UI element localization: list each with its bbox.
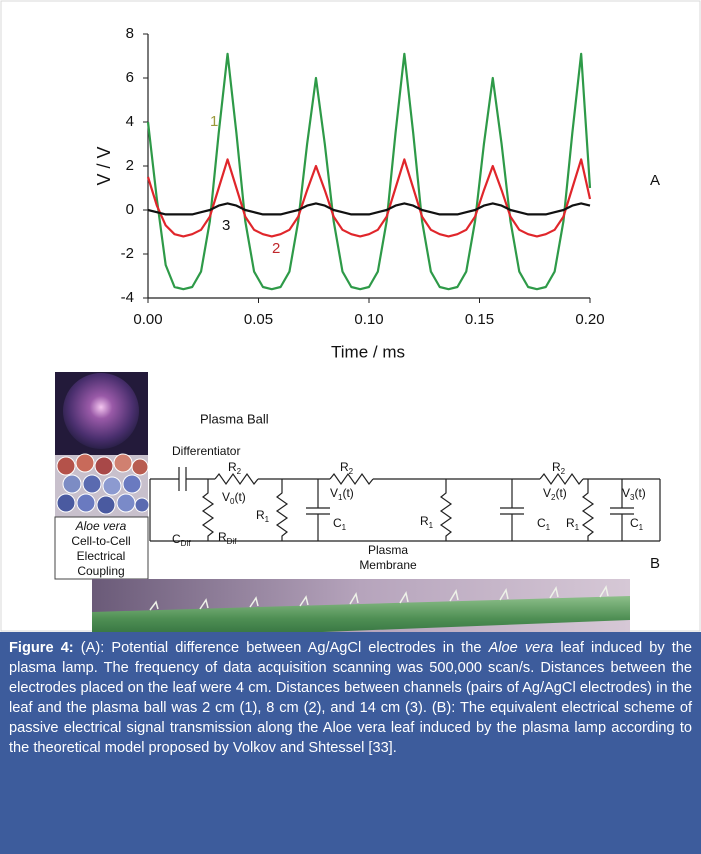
coupling-label: Cell-to-Cell xyxy=(71,534,130,548)
circuit-label-main: V xyxy=(222,490,230,504)
figure: V / V Time / ms A Plasma Ball Differenti… xyxy=(0,0,701,632)
panel-label: B xyxy=(650,555,660,572)
caption: Figure 4: (A): Potential difference betw… xyxy=(0,632,701,854)
plasma-ball xyxy=(63,373,139,449)
series-label: 2 xyxy=(272,240,280,257)
y-axis-title: V / V xyxy=(94,146,114,185)
circuit-label-main: C xyxy=(172,532,181,546)
x-tick-label: 0.05 xyxy=(244,311,273,328)
circuit-label-sub: 1 xyxy=(338,493,343,502)
x-tick-label: 0.15 xyxy=(465,311,494,328)
circuit-label-sub: 3 xyxy=(630,493,635,502)
circuit-label: R1 xyxy=(256,508,270,524)
circuit-label-main: V xyxy=(622,486,630,500)
membrane-label: Plasma xyxy=(368,543,408,557)
circuit-label: V2(t) xyxy=(543,486,567,502)
data-line xyxy=(147,202,591,216)
series-label: 3 xyxy=(222,217,230,234)
circuit-label-main: R xyxy=(256,508,265,522)
circuit-label-sub: 1 xyxy=(265,515,270,524)
circuit-label: RDif xyxy=(218,530,237,546)
circuit-label-sub: 2 xyxy=(561,467,566,476)
circuit-label: R1 xyxy=(566,516,580,532)
circuit-label-main: C xyxy=(333,516,342,530)
panel-label: A xyxy=(650,172,660,189)
y-tick-label: 8 xyxy=(126,25,134,42)
circuit-label: C1 xyxy=(630,516,644,532)
y-tick-label: -4 xyxy=(121,289,134,306)
y-tick-label: 4 xyxy=(126,113,134,130)
circuit-label-sub: 2 xyxy=(237,467,242,476)
leaf-spines xyxy=(149,585,609,611)
x-axis-title: Time / ms xyxy=(331,342,405,361)
circuit-label-sub: 2 xyxy=(551,493,556,502)
circuit-label-main: R xyxy=(218,530,227,544)
coupling-box xyxy=(54,516,149,580)
y-tick-label: 0 xyxy=(126,201,134,218)
y-tick-label: 6 xyxy=(126,69,134,86)
circuit-label-main: R xyxy=(566,516,575,530)
circuit-label-sub: 2 xyxy=(349,467,354,476)
cells xyxy=(56,453,150,515)
differentiator-label: Differentiator xyxy=(172,444,240,458)
data-line xyxy=(146,158,592,238)
x-tick-label: 0.10 xyxy=(354,311,383,328)
circuit xyxy=(149,467,661,542)
circuit-label: R2 xyxy=(340,460,354,476)
caption-label: Figure 4: xyxy=(9,640,74,656)
data-line xyxy=(146,52,592,291)
circuit-label-main: C xyxy=(537,516,546,530)
circuit-label-main: R xyxy=(340,460,349,474)
circuit-label-sub: 1 xyxy=(546,523,551,532)
circuit-label-tail: (t) xyxy=(634,486,645,500)
circuit-label: R2 xyxy=(552,460,566,476)
caption-italic: Aloe vera xyxy=(488,640,554,656)
coupling-label: Aloe vera xyxy=(75,519,127,533)
x-tick-label: 0.00 xyxy=(133,311,162,328)
coupling-label: Electrical xyxy=(77,549,126,563)
circuit-label-main: C xyxy=(630,516,639,530)
y-tick-label: -2 xyxy=(121,245,134,262)
circuit-label: C1 xyxy=(537,516,551,532)
circuit-label-sub: 0 xyxy=(230,497,235,506)
circuit-label-tail: (t) xyxy=(234,490,245,504)
circuit-label-main: V xyxy=(543,486,551,500)
membrane-label: Membrane xyxy=(359,558,417,572)
x-tick-label: 0.20 xyxy=(575,311,604,328)
coupling-label: Coupling xyxy=(77,564,124,578)
circuit-label: V3(t) xyxy=(622,486,646,502)
circuit-label-main: R xyxy=(552,460,561,474)
y-tick-label: 2 xyxy=(126,157,134,174)
circuit-label-sub: Dif xyxy=(227,537,238,546)
circuit-label: R2 xyxy=(228,460,242,476)
circuit-label-sub: Dif xyxy=(181,539,192,548)
series-label: 1 xyxy=(210,113,218,130)
circuit-label-main: R xyxy=(228,460,237,474)
circuit-label: V1(t) xyxy=(330,486,354,502)
circuit-label-sub: 1 xyxy=(429,521,434,530)
circuit-label-sub: 1 xyxy=(342,523,347,532)
photo-label: Plasma Ball xyxy=(200,411,269,426)
leaf xyxy=(92,596,630,632)
circuit-label-tail: (t) xyxy=(342,486,353,500)
circuit-label-tail: (t) xyxy=(555,486,566,500)
circuit-label: CDif xyxy=(172,532,191,548)
circuit-label: C1 xyxy=(333,516,347,532)
circuit-label-sub: 1 xyxy=(575,523,580,532)
circuit-label-main: R xyxy=(420,514,429,528)
caption-text: (A): Potential difference between Ag/AgC… xyxy=(80,640,482,656)
caption-text: leaf induced by the plasma lamp. The fre… xyxy=(9,640,693,756)
circuit-label-main: V xyxy=(330,486,338,500)
circuit-label: R1 xyxy=(420,514,434,530)
circuit-label-sub: 1 xyxy=(639,523,644,532)
circuit-label: V0(t) xyxy=(222,490,246,506)
